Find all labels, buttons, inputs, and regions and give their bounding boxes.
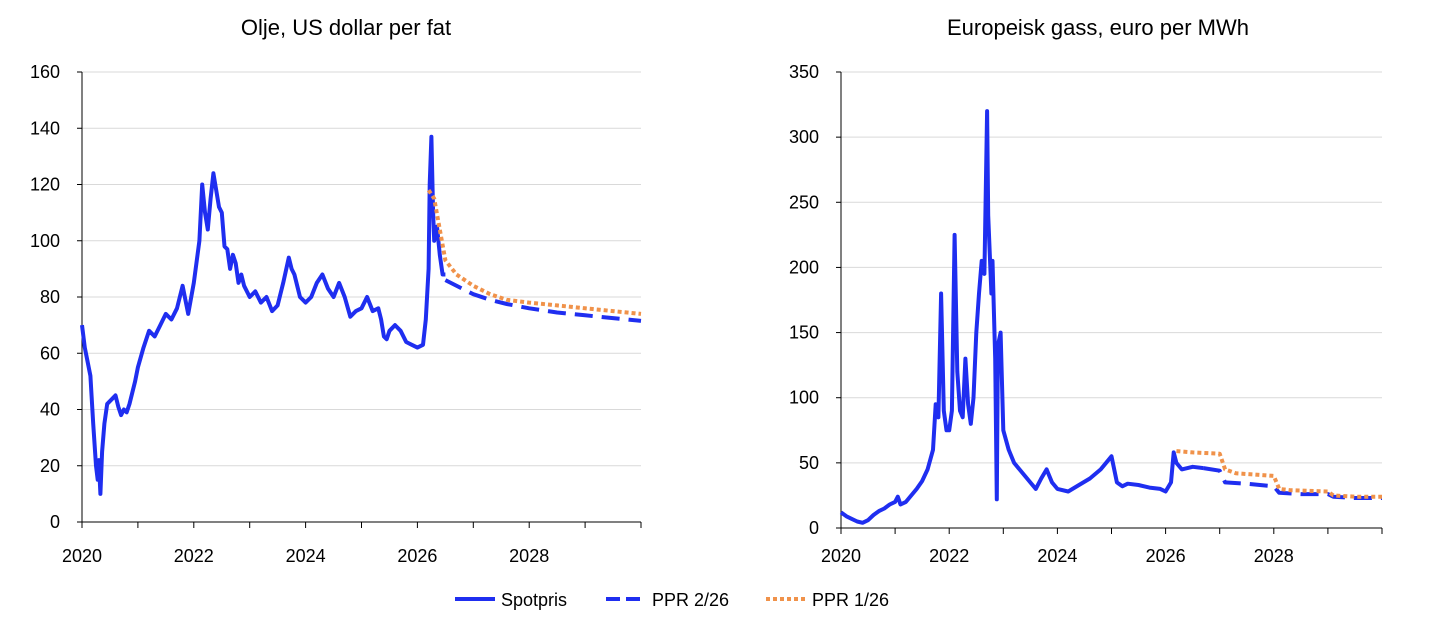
legend: Spotpris PPR 2/26 PPR 1/26 [455, 590, 889, 610]
legend-label: PPR 2/26 [652, 590, 729, 610]
x-tick-label: 2022 [929, 546, 969, 566]
y-tick-label: 50 [799, 453, 819, 473]
series-line-ppr-1-26 [426, 188, 642, 316]
x-tick-label: 2026 [397, 546, 437, 566]
y-tick-label: 250 [789, 192, 819, 212]
y-tick-label: 40 [40, 400, 60, 420]
series-line-spotpris [839, 109, 1204, 525]
panel-gas: Europeisk gass, euro per MWh 0 50 100 150 200… [789, 15, 1383, 566]
chart-title: Europeisk gass, euro per MWh [947, 15, 1249, 40]
y-tick-label: 80 [40, 287, 60, 307]
x-tick-label: 2024 [1037, 546, 1077, 566]
x-tick-label: 2022 [174, 546, 214, 566]
series-line-ppr-1-26 [1176, 449, 1382, 499]
y-tick-label: 140 [30, 118, 60, 138]
x-tick-label: 2026 [1146, 546, 1186, 566]
series-line-spotpris [80, 134, 446, 496]
y-tick-label: 150 [789, 323, 819, 343]
y-tick-label: 160 [30, 62, 60, 82]
legend-label: Spotpris [501, 590, 567, 610]
legend-label: PPR 1/26 [812, 590, 889, 610]
y-tick-label: 300 [789, 127, 819, 147]
series-line-ppr-2-26 [1203, 466, 1382, 500]
y-tick-label: 200 [789, 257, 819, 277]
chart-title: Olje, US dollar per fat [241, 15, 451, 40]
x-tick-label: 2024 [286, 546, 326, 566]
x-tick-label: 2020 [821, 546, 861, 566]
y-tick-label: 0 [809, 518, 819, 538]
x-tick-label: 2028 [1254, 546, 1294, 566]
y-tick-label: 100 [789, 388, 819, 408]
y-tick-label: 100 [30, 231, 60, 251]
y-tick-label: 350 [789, 62, 819, 82]
y-tick-label: 20 [40, 456, 60, 476]
y-tick-label: 0 [50, 512, 60, 532]
y-tick-label: 120 [30, 175, 60, 195]
panel-oil: Olje, US dollar per fat 0 20 40 60 80 100 120 14… [30, 15, 642, 566]
y-tick-label: 60 [40, 343, 60, 363]
x-tick-label: 2020 [62, 546, 102, 566]
x-tick-label: 2028 [509, 546, 549, 566]
